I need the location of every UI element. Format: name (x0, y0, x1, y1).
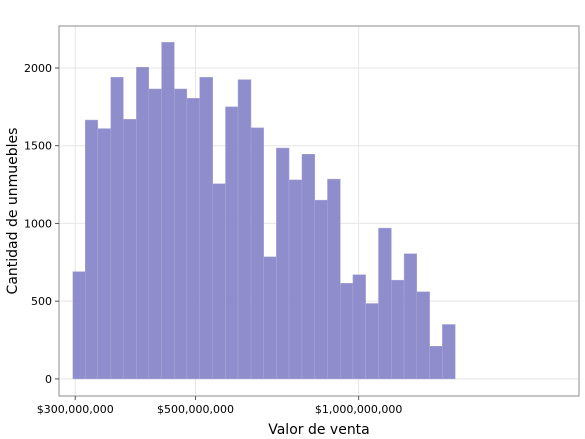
x-tick-label-1: $500,000,000 (157, 403, 234, 416)
x-axis-ticks: $300,000,000 $500,000,000 $1,000,000,000 (37, 396, 402, 416)
x-tick-label-2: $1,000,000,000 (315, 403, 402, 416)
histogram-bar-0 (72, 271, 86, 380)
histogram-bar-25 (391, 279, 405, 380)
histogram-bar-10 (199, 77, 213, 380)
x-tick-label-0: $300,000,000 (37, 403, 114, 416)
histogram-bar-15 (263, 256, 277, 380)
histogram-bar-27 (416, 291, 430, 380)
histogram-bar-22 (352, 274, 366, 380)
histogram-bar-8 (174, 88, 188, 380)
histogram-bar-4 (123, 119, 137, 380)
histogram-bar-20 (327, 178, 341, 380)
histogram-bar-28 (429, 346, 443, 380)
y-axis-ticks: 0 500 1000 1500 2000 (24, 62, 59, 386)
histogram-bar-23 (365, 303, 379, 380)
histogram-bar-17 (288, 179, 303, 380)
histogram-bar-12 (225, 106, 239, 380)
histogram-bar-21 (340, 283, 354, 380)
histogram-bar-7 (161, 42, 175, 380)
y-tick-label-1: 500 (31, 295, 52, 308)
histogram-bar-11 (212, 183, 226, 380)
x-axis-title: Valor de venta (268, 422, 370, 435)
plot-frame (58, 25, 580, 397)
y-tick-label-0: 0 (45, 373, 52, 386)
histogram-bar-16 (276, 147, 290, 380)
y-tick-label-2: 1000 (24, 217, 52, 230)
histogram-bar-29 (442, 324, 456, 380)
histogram-bar-1 (84, 119, 98, 380)
histogram-bar-19 (314, 199, 328, 380)
histogram-bar-5 (136, 66, 150, 380)
histogram-bar-6 (148, 88, 162, 380)
y-tick-label-4: 2000 (24, 62, 52, 75)
histogram-bar-13 (237, 79, 252, 380)
histogram-bar-18 (301, 154, 316, 380)
y-tick-label-3: 1500 (24, 140, 52, 153)
histogram-bars (72, 42, 456, 380)
histogram-bar-2 (97, 128, 112, 380)
histogram-bar-9 (186, 98, 200, 380)
histogram-bar-3 (110, 77, 124, 380)
y-axis-title: Cantidad de unmuebles (5, 128, 21, 295)
histogram-bar-14 (250, 127, 264, 380)
histogram-bar-26 (403, 253, 418, 380)
histogram-bar-24 (378, 227, 392, 380)
